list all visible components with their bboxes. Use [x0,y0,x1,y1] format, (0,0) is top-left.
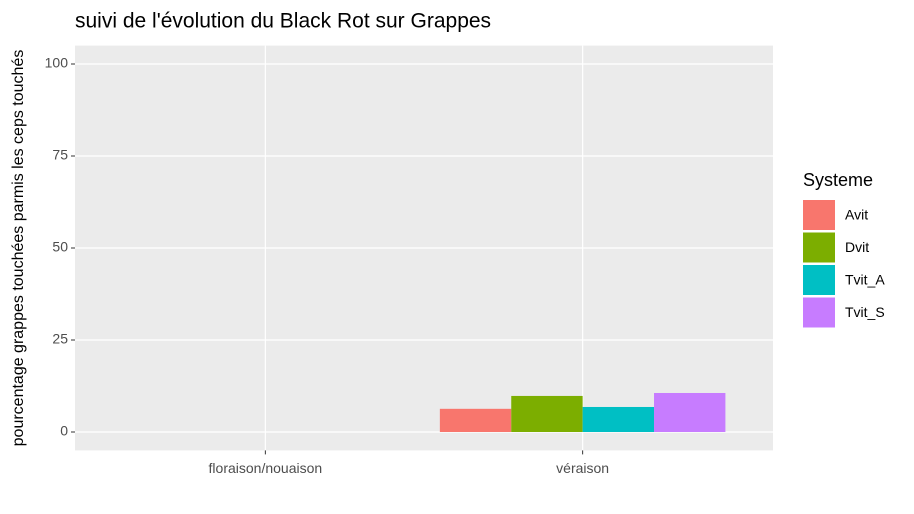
y-tick-label: 0 [60,423,68,439]
legend-label: Tvit_S [845,304,885,320]
chart-title: suivi de l'évolution du Black Rot sur Gr… [75,10,491,33]
legend-label: Avit [845,207,868,223]
legend-key [803,297,835,328]
y-axis-label: pourcentage grappes touchées parmis les … [10,50,27,447]
legend-title: Systeme [803,170,873,190]
y-tick-label: 100 [45,55,69,71]
legend-key [803,265,835,295]
y-tick-label: 50 [52,239,68,255]
bar [511,395,583,432]
bar [582,406,655,432]
x-tick-label: véraison [556,460,609,476]
legend-key [803,200,835,230]
bar [654,392,726,432]
bar [439,408,512,432]
legend-key [803,232,835,263]
legend-label: Tvit_A [845,272,885,288]
y-tick-label: 75 [52,147,68,163]
legend-label: Dvit [845,239,869,255]
x-tick-label: floraison/nouaison [209,460,323,476]
y-tick-label: 25 [52,331,68,347]
